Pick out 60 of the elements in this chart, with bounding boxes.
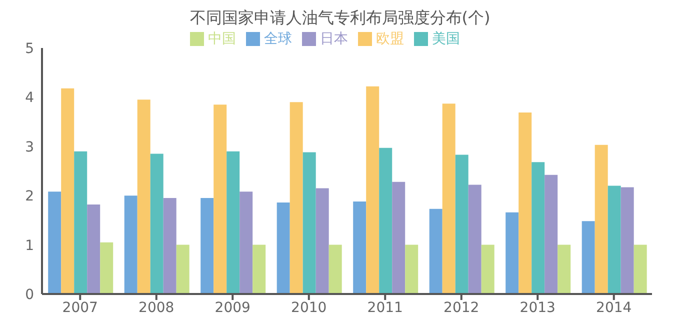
y-tick-label: 5 — [25, 40, 34, 57]
bar — [405, 244, 418, 294]
bar — [124, 196, 138, 294]
bar — [226, 151, 240, 294]
x-tick-label: 2011 — [367, 300, 403, 316]
bar — [392, 182, 406, 294]
bar — [290, 102, 303, 294]
bar — [163, 198, 176, 294]
bar — [558, 244, 571, 294]
bar — [634, 244, 647, 294]
legend-label: 日本 — [320, 31, 348, 47]
bar — [442, 104, 456, 294]
y-tick-label: 1 — [25, 238, 34, 254]
bar — [379, 148, 392, 294]
bar — [200, 198, 214, 294]
bar — [214, 104, 227, 294]
x-tick-label: 2007 — [62, 300, 98, 316]
bar — [582, 221, 595, 294]
bar — [302, 152, 316, 294]
bar — [252, 244, 266, 294]
bar — [87, 204, 100, 294]
bar — [455, 154, 468, 294]
bar — [506, 212, 519, 294]
bar — [532, 162, 545, 294]
bar — [240, 192, 253, 294]
bar — [74, 151, 88, 294]
bar — [48, 192, 62, 294]
bar — [518, 112, 532, 294]
bar — [353, 202, 366, 294]
x-tick-label: 2012 — [444, 300, 480, 316]
y-tick-label: 3 — [25, 139, 34, 156]
bar — [100, 242, 114, 294]
bar — [620, 187, 634, 294]
bar — [594, 144, 608, 294]
bar — [468, 184, 482, 294]
x-tick-label: 2014 — [596, 300, 632, 316]
bar — [150, 154, 164, 294]
y-tick-label: 2 — [25, 188, 34, 205]
legend-label: 欧盟 — [376, 31, 404, 47]
bar — [176, 244, 190, 294]
bar — [608, 186, 621, 294]
bar — [61, 88, 74, 294]
legend-label: 中国 — [208, 31, 236, 47]
x-tick-label: 2010 — [291, 300, 327, 316]
bar — [137, 100, 150, 294]
bar — [429, 208, 442, 294]
bar — [316, 188, 329, 294]
bar — [544, 174, 558, 294]
legend-label: 美国 — [432, 31, 460, 47]
legend-label: 全球 — [264, 31, 292, 47]
x-tick-label: 2008 — [138, 300, 174, 316]
x-tick-label: 2013 — [520, 300, 556, 316]
bar — [276, 202, 290, 294]
y-tick-label: 4 — [25, 90, 34, 106]
bar — [328, 244, 342, 294]
bar — [481, 244, 494, 294]
y-tick-label: 0 — [25, 286, 34, 303]
chart-title: 不同国家申请人油气专利布局强度分布(个) — [188, 8, 492, 29]
bar — [366, 86, 380, 294]
x-tick-label: 2009 — [214, 300, 250, 316]
